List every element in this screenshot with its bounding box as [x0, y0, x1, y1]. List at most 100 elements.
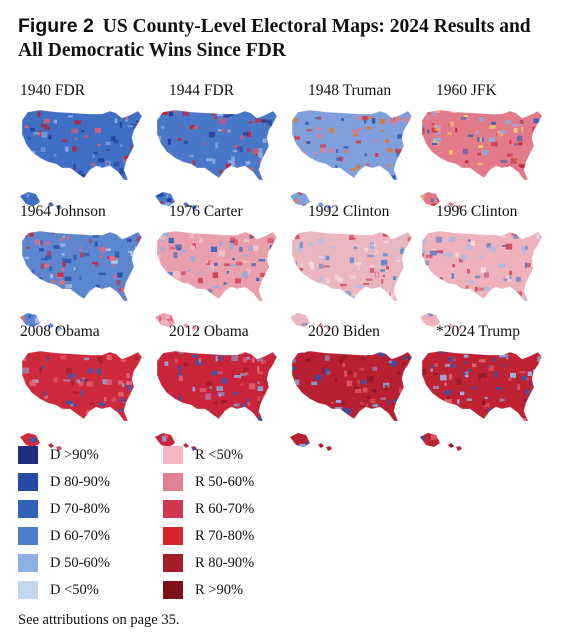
county-patch — [118, 392, 124, 397]
county-patch — [201, 107, 207, 110]
county-patch — [457, 399, 460, 404]
county-patch — [113, 139, 119, 144]
county-patch — [217, 129, 222, 132]
county-patch — [306, 419, 310, 423]
county-patch — [214, 117, 218, 120]
county-patch — [23, 172, 30, 176]
county-patch — [190, 444, 196, 447]
county-patch — [20, 316, 26, 322]
county-patch — [241, 403, 247, 410]
county-patch — [255, 314, 260, 317]
county-patch — [495, 387, 502, 390]
county-patch — [34, 411, 38, 416]
county-patch — [297, 302, 301, 309]
county-patch — [541, 268, 542, 272]
county-patch — [268, 139, 274, 145]
county-patch — [218, 351, 223, 353]
county-patch — [29, 380, 37, 387]
county-patch — [489, 125, 496, 129]
county-patch — [498, 437, 502, 441]
county-patch — [471, 299, 478, 303]
county-patch — [120, 359, 127, 362]
county-patch — [177, 421, 183, 424]
county-patch — [362, 425, 366, 430]
county-patch — [353, 246, 357, 249]
county-patch — [179, 395, 182, 401]
county-patch — [21, 392, 25, 395]
county-patch — [97, 143, 101, 146]
county-patch — [218, 415, 222, 421]
county-patch — [540, 124, 542, 127]
county-patch — [375, 294, 380, 297]
county-patch — [311, 381, 318, 386]
county-patch — [532, 190, 535, 195]
county-patch — [290, 171, 296, 174]
county-patch — [290, 152, 295, 156]
county-patch — [57, 446, 62, 451]
county-patch — [164, 361, 169, 366]
county-patch — [407, 139, 411, 143]
county-patch — [488, 365, 495, 372]
county-patch — [317, 290, 322, 294]
county-patch — [214, 262, 218, 266]
county-patch — [321, 451, 328, 454]
county-patch — [278, 253, 280, 257]
county-patch — [111, 397, 116, 402]
county-patch — [127, 169, 134, 174]
county-patch — [464, 289, 469, 292]
county-patch — [506, 441, 512, 447]
county-patch — [257, 371, 263, 375]
county-patch — [97, 356, 103, 362]
county-patch — [62, 258, 65, 261]
county-patch — [536, 233, 542, 239]
county-patch — [304, 179, 310, 185]
county-patch — [49, 309, 53, 315]
county-patch — [485, 444, 492, 450]
map-label: 1964 Johnson — [20, 203, 106, 220]
county-patch — [356, 116, 362, 119]
county-patch — [24, 125, 29, 128]
county-patch — [99, 402, 107, 407]
county-patch — [224, 263, 230, 267]
county-patch — [510, 372, 516, 378]
county-patch — [341, 118, 344, 121]
county-patch — [446, 166, 452, 169]
county-patch — [258, 416, 264, 421]
county-patch — [274, 378, 277, 385]
county-patch — [470, 440, 475, 445]
county-patch — [178, 351, 184, 354]
county-patch — [205, 395, 211, 398]
county-patch — [444, 382, 447, 386]
county-patch — [462, 419, 467, 423]
county-patch — [232, 149, 240, 153]
county-patch — [214, 431, 218, 434]
county-patch — [62, 235, 66, 239]
county-patch — [396, 444, 402, 448]
county-patch — [64, 276, 72, 282]
county-patch — [206, 158, 213, 162]
county-patch — [169, 246, 176, 250]
county-patch — [526, 191, 529, 194]
county-patch — [64, 258, 72, 264]
county-patch — [350, 168, 357, 171]
county-patch — [317, 309, 323, 312]
county-patch — [431, 122, 435, 126]
county-patch — [262, 405, 267, 411]
county-patch — [398, 439, 402, 444]
county-patch — [235, 420, 242, 425]
county-patch — [246, 356, 250, 360]
county-patch — [22, 367, 30, 374]
county-patch — [461, 254, 465, 261]
county-patch — [293, 118, 298, 123]
county-patch — [499, 398, 505, 402]
county-patch — [449, 150, 453, 155]
county-patch — [341, 186, 348, 191]
county-patch — [421, 170, 425, 174]
county-patch — [386, 400, 390, 405]
county-patch — [250, 178, 256, 184]
county-patch — [333, 417, 340, 423]
county-patch — [209, 386, 212, 389]
map-label: 2008 Obama — [20, 323, 100, 340]
county-patch — [430, 183, 434, 190]
county-patch — [276, 196, 277, 200]
